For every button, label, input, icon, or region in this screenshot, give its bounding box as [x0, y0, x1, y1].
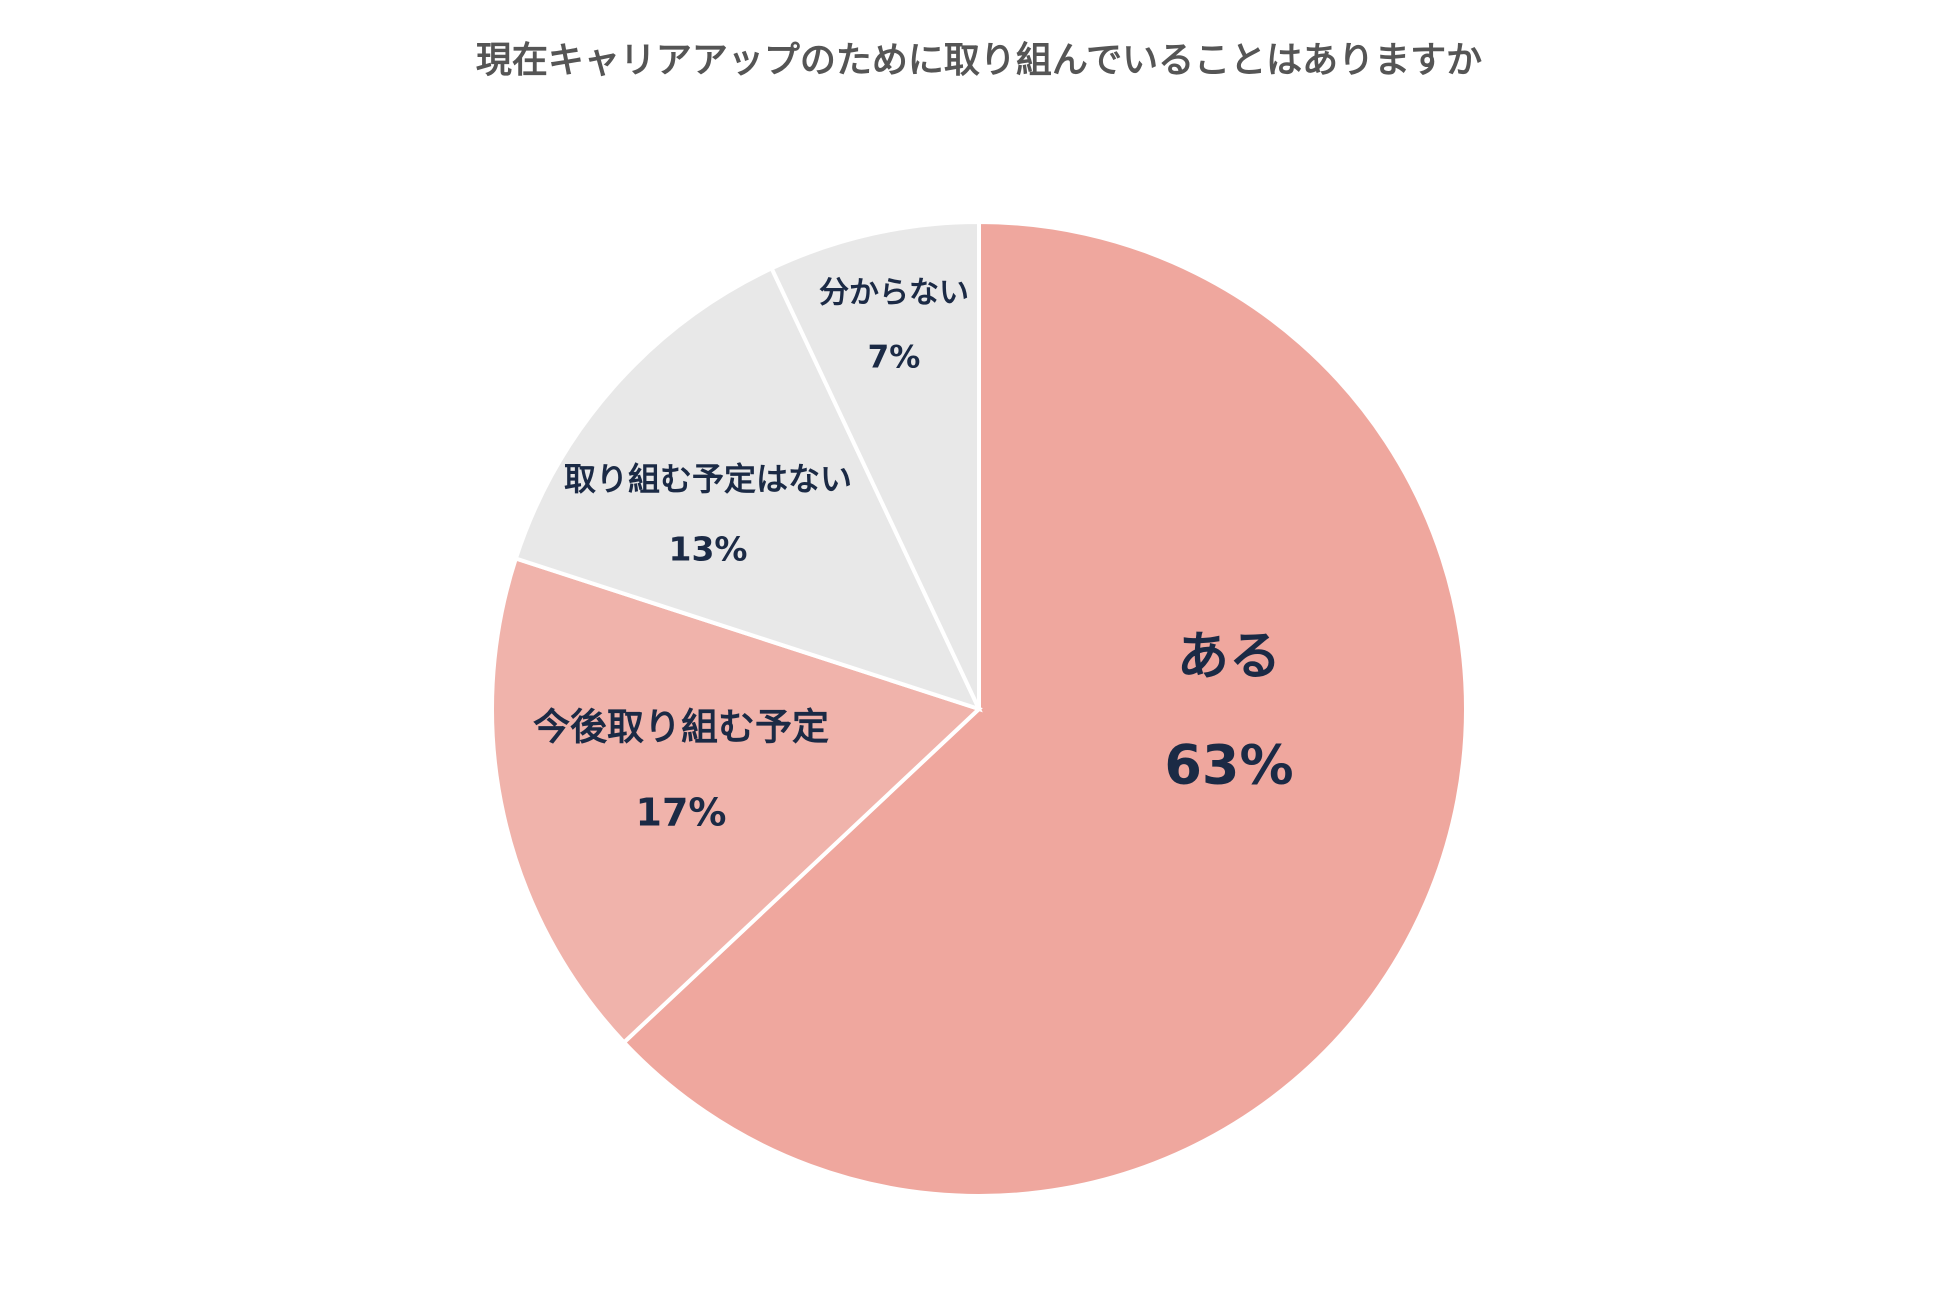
pie-slice [490, 555, 983, 1046]
pie-slice [513, 265, 983, 713]
pie-slice [768, 219, 981, 710]
slice-category-label: 分からない [819, 276, 969, 311]
slice-category-label: 今後取り組む予定 [533, 706, 829, 749]
slice-value-label: 7% [868, 340, 921, 376]
pie-slice [621, 219, 1468, 1198]
slice-category-label: 取り組む予定はない [564, 460, 852, 498]
slice-category-label: ある [1177, 627, 1281, 687]
slice-value-label: 63% [1164, 734, 1293, 797]
chart-title: 現在キャリアアップのために取り組んでいることはありますか [476, 40, 1482, 81]
slice-value-label: 17% [636, 791, 727, 835]
slice-value-label: 13% [669, 530, 748, 569]
